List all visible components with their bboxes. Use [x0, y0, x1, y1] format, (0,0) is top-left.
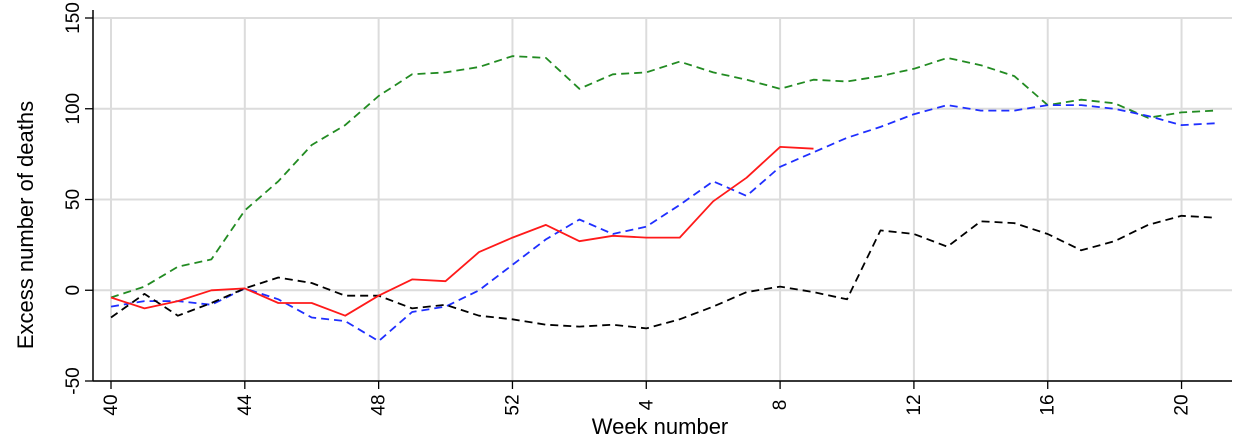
x-tick-label: 52: [502, 394, 523, 415]
y-tick-label: 50: [63, 189, 84, 210]
x-axis-title: Week number: [592, 414, 729, 439]
x-tick-label: 4: [636, 399, 657, 410]
y-axis-title: Excess number of deaths: [13, 101, 38, 349]
x-tick-label: 40: [101, 394, 122, 415]
y-tick-label: -50: [63, 367, 84, 394]
x-tick-label: 8: [770, 400, 791, 411]
axis-layer: Week number Excess number of deaths 40 44…: [13, 2, 1232, 439]
y-tick-label: 150: [63, 2, 84, 34]
x-tick-label: 48: [369, 394, 390, 415]
series-line-4: [110, 146, 814, 317]
y-tick-label: 100: [63, 93, 84, 125]
grid-layer: [93, 17, 1232, 382]
series-line-2: [110, 104, 1216, 342]
x-tick-label: 44: [235, 394, 256, 416]
x-tick-label: 20: [1172, 394, 1193, 415]
series-layer: [110, 55, 1216, 342]
series-line-3: [110, 214, 1216, 330]
x-tick-label: 12: [904, 394, 925, 415]
y-tick-label: 0: [63, 285, 84, 296]
series-line-1: [110, 55, 1216, 299]
x-tick-label: 16: [1038, 394, 1059, 415]
